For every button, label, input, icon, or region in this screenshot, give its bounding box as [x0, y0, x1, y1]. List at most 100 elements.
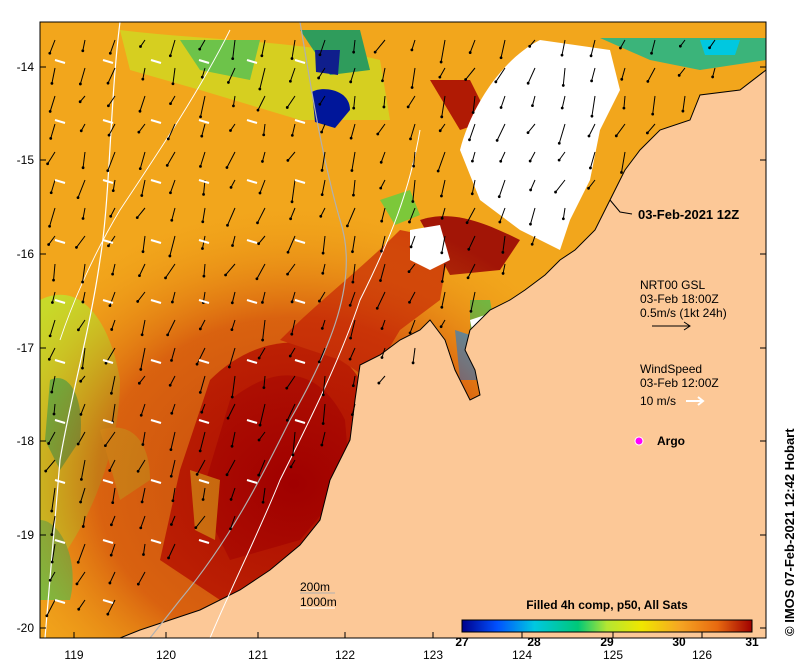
- current-arrow-head: [557, 141, 561, 145]
- current-arrow-head: [406, 105, 410, 109]
- wind-arrow: [294, 299, 306, 304]
- current-arrow-head: [167, 556, 170, 560]
- current-arrow-head: [321, 422, 325, 425]
- current-arrow: [142, 431, 146, 445]
- current-arrow: [232, 39, 236, 59]
- current-arrow: [169, 235, 176, 257]
- current-arrow-head: [498, 220, 502, 224]
- current-arrow: [257, 95, 266, 111]
- current-arrow-head: [529, 222, 532, 226]
- current-arrow-head: [202, 274, 206, 278]
- current-arrow-head: [231, 244, 234, 247]
- wind-arrow: [294, 239, 306, 244]
- current-arrow: [171, 403, 176, 414]
- wind-arrow: [198, 119, 210, 124]
- current-arrow: [201, 403, 206, 413]
- current-arrow-head: [530, 242, 534, 246]
- current-arrow-head: [226, 223, 229, 227]
- wind-arrow: [246, 239, 258, 244]
- current-arrow: [49, 319, 56, 337]
- current-arrow-head: [81, 525, 85, 528]
- current-arrow: [225, 263, 236, 276]
- current-arrow-head: [230, 301, 234, 305]
- wind-arrow: [102, 359, 114, 364]
- wind-arrow: [198, 359, 210, 364]
- current-arrow: [140, 403, 146, 416]
- current-arrow: [195, 515, 206, 528]
- current-arrow: [352, 375, 356, 386]
- current-arrow-head: [261, 500, 265, 504]
- current-arrow: [256, 263, 266, 280]
- current-arrow-head: [198, 47, 202, 51]
- current-arrow: [111, 319, 116, 330]
- current-arrow: [380, 179, 386, 189]
- current-arrow: [227, 67, 236, 83]
- current-arrow: [378, 375, 386, 384]
- current-arrow: [562, 207, 566, 219]
- lat-tick: -14: [16, 60, 34, 74]
- current-arrow: [321, 151, 326, 171]
- current-arrow-head: [166, 333, 170, 337]
- wind-arrow: [294, 419, 306, 424]
- current-arrow-head: [438, 75, 442, 79]
- wind-arrow: [294, 359, 306, 364]
- current-arrow-head: [561, 217, 565, 221]
- current-arrow: [169, 375, 176, 386]
- current-arrow: [139, 263, 146, 276]
- lat-tick: -16: [16, 247, 34, 261]
- current-arrow: [46, 599, 56, 616]
- lon-tick: 124: [511, 648, 533, 662]
- current-arrow-head: [529, 188, 533, 192]
- current-arrow-head: [379, 249, 383, 253]
- current-arrow-head: [349, 136, 353, 140]
- current-arrow-head: [230, 328, 234, 332]
- current-arrow: [227, 207, 236, 226]
- current-arrow: [137, 459, 146, 472]
- current-arrow: [51, 487, 56, 512]
- plot-frame: [39, 21, 767, 639]
- current-arrow-head: [195, 473, 199, 476]
- current-arrow: [45, 459, 56, 472]
- current-arrow: [322, 263, 326, 274]
- current-arrow: [137, 291, 146, 302]
- current-arrow: [231, 375, 236, 398]
- current-arrow-head: [436, 169, 440, 173]
- analysis-time-label: 03-Feb-2021 12Z: [638, 207, 740, 222]
- current-arrow: [110, 207, 116, 217]
- current-arrow-head: [321, 393, 325, 397]
- wind-arrow: [150, 479, 162, 484]
- current-arrow-head: [138, 274, 141, 278]
- current-arrow-head: [194, 526, 198, 530]
- current-arrow: [49, 95, 56, 112]
- current-arrow-head: [465, 221, 469, 225]
- current-arrow: [227, 403, 236, 419]
- current-arrow: [349, 291, 356, 306]
- current-arrow: [621, 151, 626, 173]
- current-arrow-head: [439, 325, 443, 329]
- current-arrow-head: [352, 50, 356, 54]
- current-arrow: [292, 431, 296, 455]
- current-arrow: [291, 291, 296, 302]
- current-vectors: [44, 39, 716, 618]
- current-arrow: [588, 179, 596, 189]
- current-arrow-head: [50, 560, 54, 564]
- current-arrow-head: [111, 272, 115, 276]
- current-arrow-head: [79, 412, 83, 416]
- current-arrow-head: [81, 366, 84, 370]
- current-arrow-head: [288, 354, 292, 358]
- wind-arrow: [150, 59, 162, 64]
- wind-arrow: [102, 239, 114, 244]
- current-arrow-head: [106, 612, 110, 616]
- current-arrow-head: [50, 390, 54, 394]
- lat-tick: -20: [16, 621, 34, 635]
- current-arrow: [591, 67, 596, 81]
- current-arrow: [441, 235, 446, 253]
- wind-arrow: [198, 539, 210, 544]
- credit-line: © IMOS 07-Feb-2021 12:42 Hobart: [782, 428, 797, 636]
- current-arrow-head: [257, 473, 261, 477]
- current-arrow: [468, 235, 476, 250]
- current-arrow: [588, 123, 596, 137]
- current-arrow: [79, 67, 86, 85]
- current-arrow: [381, 347, 386, 358]
- current-arrow: [77, 543, 86, 563]
